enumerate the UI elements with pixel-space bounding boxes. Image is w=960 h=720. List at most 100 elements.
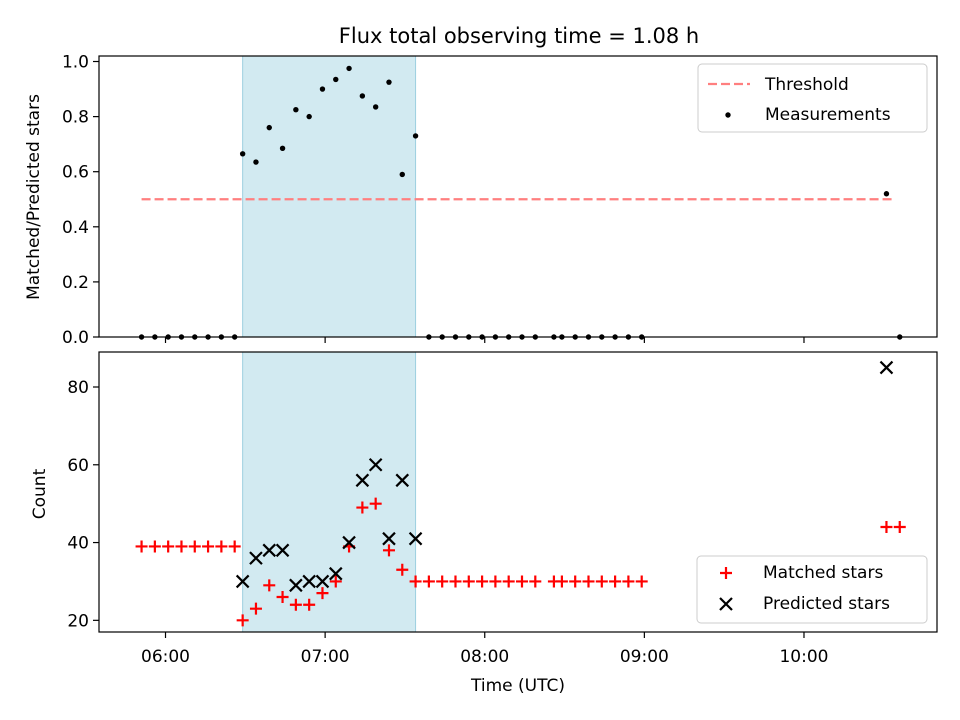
predicted-star-point bbox=[879, 360, 894, 375]
predicted-star-point bbox=[342, 535, 356, 550]
measurement-point bbox=[239, 151, 246, 157]
measurements-legend-swatch bbox=[725, 112, 731, 118]
chart-title: Flux total observing time = 1.08 h bbox=[339, 24, 699, 48]
matched-legend-label: Matched stars bbox=[763, 563, 883, 583]
measurement-point bbox=[293, 107, 299, 113]
measurement-point bbox=[372, 104, 379, 110]
measurements-legend-label: Measurements bbox=[765, 105, 891, 125]
matched-star-point bbox=[489, 575, 502, 588]
matched-star-point bbox=[409, 575, 422, 588]
predicted-star-point bbox=[302, 574, 316, 589]
matched-star-point bbox=[228, 540, 241, 553]
matched-star-point bbox=[436, 575, 449, 588]
matched-star-point bbox=[188, 540, 201, 553]
x-tick-label: 06:00 bbox=[141, 647, 190, 667]
matched-star-point bbox=[893, 521, 906, 533]
predicted-star-point bbox=[395, 473, 410, 488]
bottom-legend-box bbox=[696, 555, 928, 624]
matched-star-point bbox=[595, 575, 608, 588]
top-legend: Threshold Measurements bbox=[697, 63, 928, 133]
matched-star-point bbox=[329, 575, 342, 588]
y-tick-label: 0.2 bbox=[62, 273, 89, 293]
matched-legend-swatch bbox=[720, 567, 732, 579]
matched-star-point bbox=[569, 575, 582, 588]
y-tick-label: 60 bbox=[67, 456, 89, 476]
matched-star-point bbox=[622, 575, 635, 588]
top-y-axis-label: Matched/Predicted stars bbox=[24, 94, 44, 300]
matched-star-point bbox=[555, 575, 568, 588]
matched-star-point bbox=[422, 575, 435, 588]
measurement-point bbox=[319, 86, 326, 92]
matched-star-point bbox=[162, 540, 175, 553]
predicted-star-point bbox=[275, 543, 290, 558]
measurement-point bbox=[359, 93, 366, 99]
matched-star-point bbox=[880, 521, 893, 533]
predicted-legend-label: Predicted stars bbox=[763, 594, 890, 614]
matched-star-point bbox=[462, 575, 475, 588]
predicted-star-point bbox=[368, 458, 383, 472]
predicted-star-point bbox=[408, 531, 423, 546]
measurement-point bbox=[266, 124, 272, 131]
predicted-star-point bbox=[355, 473, 370, 488]
predicted-star-point bbox=[235, 574, 250, 589]
x-tick-label: 09:00 bbox=[620, 647, 669, 667]
predicted-star-point bbox=[315, 574, 330, 589]
top-legend-box bbox=[697, 63, 928, 133]
observing-span bbox=[242, 55, 417, 338]
bottom-axes-frame bbox=[98, 351, 938, 633]
measurement-point bbox=[279, 145, 286, 151]
measurement-point bbox=[346, 65, 352, 72]
matched-star-point bbox=[396, 563, 409, 576]
matched-star-point bbox=[502, 575, 515, 588]
y-tick-label: 0.4 bbox=[62, 218, 89, 238]
bottom-panel: 20 40 60 80 06:00 07:00 08:00 09:00 10:00 Count… bbox=[30, 351, 938, 696]
matched-star-point bbox=[316, 587, 329, 600]
bottom-x-axis: 06:00 07:00 08:00 09:00 10:00 bbox=[141, 632, 828, 667]
matched-stars-series bbox=[135, 497, 906, 627]
x-tick-label: 10:00 bbox=[779, 647, 828, 667]
y-tick-label: 20 bbox=[67, 611, 89, 631]
y-tick-label: 0.6 bbox=[62, 163, 89, 183]
x-tick-label: 08:00 bbox=[460, 647, 509, 667]
threshold-legend-label: Threshold bbox=[764, 75, 849, 95]
y-tick-label: 0.0 bbox=[62, 328, 89, 348]
x-axis-label: Time (UTC) bbox=[470, 676, 565, 696]
matched-star-point bbox=[202, 540, 215, 553]
matched-star-point bbox=[529, 575, 542, 588]
y-tick-label: 80 bbox=[67, 378, 89, 398]
matched-star-point bbox=[369, 497, 382, 510]
matched-star-point bbox=[135, 540, 148, 553]
matched-star-point bbox=[215, 540, 228, 553]
matched-star-point bbox=[175, 540, 188, 553]
top-x-axis bbox=[164, 337, 805, 343]
measurement-point bbox=[386, 79, 392, 85]
predicted-star-point bbox=[328, 566, 343, 581]
matched-star-point bbox=[303, 598, 316, 611]
measurement-point bbox=[883, 191, 890, 197]
matched-star-point bbox=[289, 598, 302, 611]
measurement-point bbox=[412, 133, 419, 139]
matched-star-point bbox=[382, 544, 395, 557]
matched-star-point bbox=[148, 540, 161, 553]
y-tick-label: 40 bbox=[67, 534, 89, 554]
matched-star-point bbox=[582, 575, 595, 588]
matched-star-point bbox=[609, 575, 622, 588]
matched-star-point bbox=[276, 591, 289, 603]
matched-star-point bbox=[263, 579, 276, 592]
measurement-point bbox=[306, 113, 312, 120]
matched-star-point bbox=[236, 614, 249, 627]
matched-star-point bbox=[515, 575, 528, 588]
y-tick-label: 0.8 bbox=[62, 108, 89, 128]
predicted-star-point bbox=[262, 543, 277, 558]
matched-star-point bbox=[249, 602, 262, 615]
top-axes-frame bbox=[98, 55, 938, 338]
matched-star-point bbox=[476, 575, 489, 588]
predicted-star-point bbox=[382, 531, 396, 546]
measurement-point bbox=[399, 171, 405, 178]
top-panel: 0.0 0.2 0.4 0.6 0.8 1.0 Matched/Predicted sta… bbox=[24, 53, 938, 348]
top-y-axis: 0.0 0.2 0.4 0.6 0.8 1.0 bbox=[62, 53, 99, 348]
predicted-star-point bbox=[249, 551, 263, 565]
bottom-y-axis: 20 40 60 80 bbox=[67, 378, 99, 631]
y-tick-label: 1.0 bbox=[62, 53, 89, 73]
